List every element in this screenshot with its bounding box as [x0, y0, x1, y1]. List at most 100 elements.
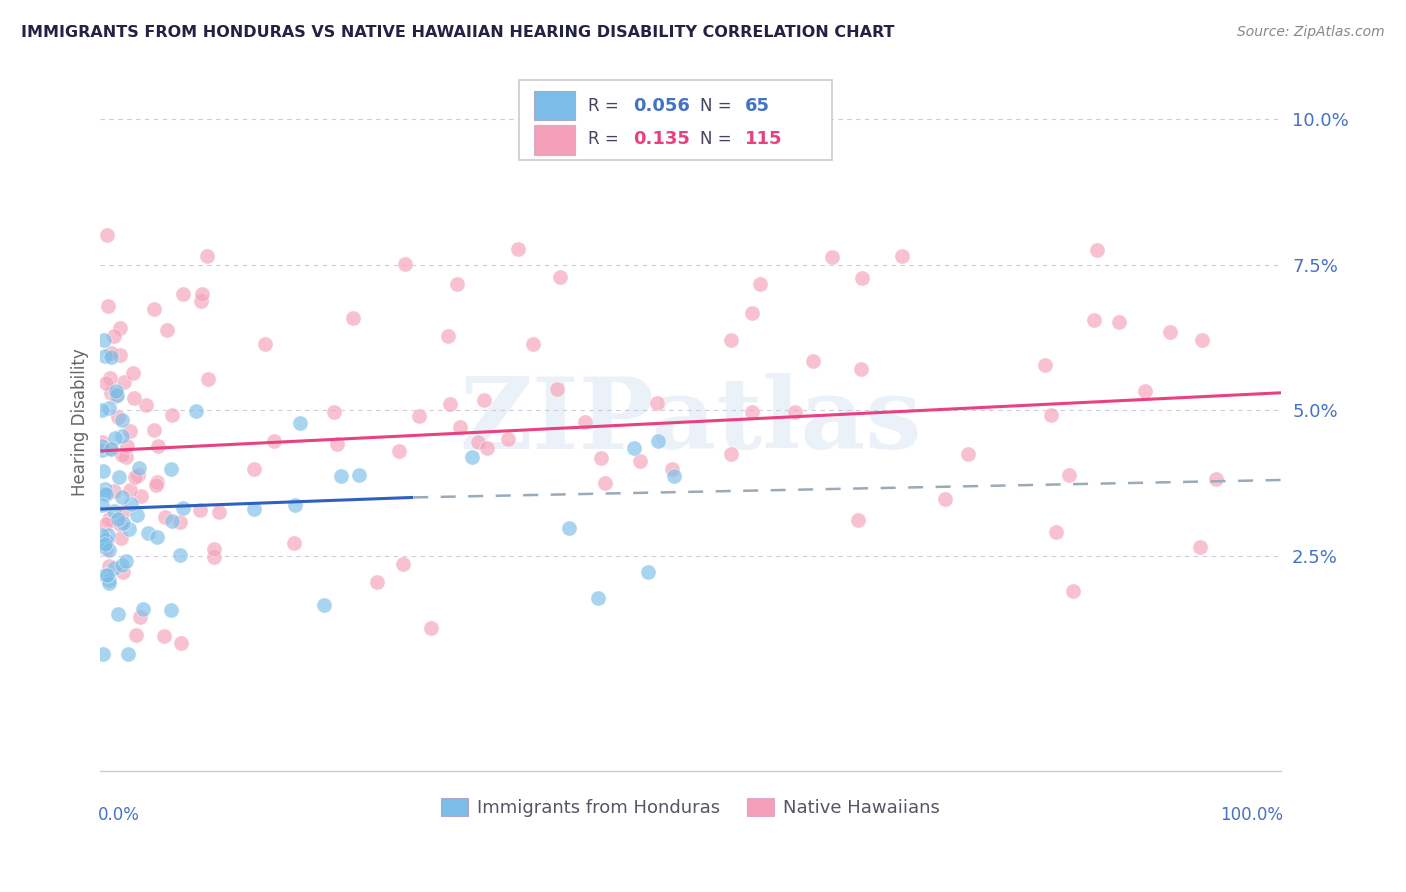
Point	[110, 348, 132, 362]
Point	[202, 550, 225, 565]
Point	[125, 508, 148, 522]
Point	[111, 516, 134, 530]
Point	[97, 527, 120, 541]
Text: 65: 65	[745, 97, 770, 115]
Point	[94, 376, 117, 390]
Text: R =: R =	[588, 130, 624, 148]
Point	[107, 512, 129, 526]
Point	[131, 602, 153, 616]
Point	[446, 277, 468, 292]
Point	[408, 409, 430, 424]
Point	[1057, 467, 1080, 482]
Point	[475, 441, 498, 455]
Point	[1039, 408, 1062, 422]
Point	[90, 498, 112, 512]
Point	[100, 386, 122, 401]
Point	[136, 525, 159, 540]
Point	[1191, 333, 1213, 347]
Point	[103, 328, 125, 343]
Text: IMMIGRANTS FROM HONDURAS VS NATIVE HAWAIIAN HEARING DISABILITY CORRELATION CHART: IMMIGRANTS FROM HONDURAS VS NATIVE HAWAI…	[21, 25, 894, 40]
Point	[242, 462, 264, 476]
Point	[467, 435, 489, 450]
Point	[135, 398, 157, 412]
Point	[107, 410, 129, 425]
Point	[741, 305, 763, 319]
Point	[146, 439, 169, 453]
Point	[128, 610, 150, 624]
Point	[90, 442, 112, 457]
Point	[419, 621, 441, 635]
Point	[366, 575, 388, 590]
Point	[1108, 315, 1130, 329]
Point	[392, 557, 415, 571]
Point	[170, 636, 193, 650]
Point	[107, 607, 129, 621]
Y-axis label: Hearing Disability: Hearing Disability	[72, 348, 89, 496]
Text: 0.135: 0.135	[633, 130, 690, 148]
Point	[97, 299, 120, 313]
Point	[1159, 325, 1181, 339]
Point	[288, 416, 311, 430]
Point	[94, 486, 117, 500]
Point	[169, 515, 191, 529]
Point	[114, 375, 136, 389]
Point	[145, 477, 167, 491]
Point	[112, 505, 135, 519]
Point	[100, 442, 122, 456]
Point	[120, 497, 142, 511]
Point	[143, 423, 166, 437]
Point	[623, 441, 645, 455]
Point	[127, 467, 149, 482]
Point	[934, 492, 956, 507]
Point	[103, 504, 125, 518]
Text: R =: R =	[588, 97, 624, 115]
Point	[125, 628, 148, 642]
Point	[103, 561, 125, 575]
Point	[1189, 540, 1212, 554]
Point	[97, 559, 120, 574]
Point	[188, 503, 211, 517]
Point	[342, 310, 364, 325]
Point	[557, 521, 579, 535]
Point	[645, 396, 668, 410]
Point	[720, 447, 742, 461]
Point	[1062, 584, 1084, 599]
Point	[243, 502, 266, 516]
Point	[111, 490, 134, 504]
Point	[283, 535, 305, 549]
FancyBboxPatch shape	[534, 125, 575, 154]
Point	[155, 323, 177, 337]
Point	[115, 450, 138, 464]
Point	[110, 532, 132, 546]
Point	[96, 227, 118, 242]
Point	[1087, 244, 1109, 258]
Point	[160, 515, 183, 529]
Point	[461, 450, 484, 465]
Point	[202, 542, 225, 557]
FancyBboxPatch shape	[534, 91, 575, 120]
Point	[105, 384, 128, 399]
Point	[848, 513, 870, 527]
Point	[347, 467, 370, 482]
Point	[96, 533, 118, 547]
Point	[128, 461, 150, 475]
Point	[589, 451, 612, 466]
Point	[94, 537, 117, 551]
Point	[191, 287, 214, 301]
Point	[100, 350, 122, 364]
Point	[388, 444, 411, 458]
FancyBboxPatch shape	[519, 80, 832, 161]
Point	[108, 470, 131, 484]
Point	[94, 482, 117, 496]
Point	[90, 440, 112, 454]
Text: N =: N =	[700, 130, 737, 148]
Point	[146, 530, 169, 544]
Point	[93, 539, 115, 553]
Text: ZIPatlas: ZIPatlas	[460, 374, 922, 470]
Point	[160, 408, 183, 422]
Point	[100, 345, 122, 359]
Point	[94, 533, 117, 547]
Point	[160, 603, 183, 617]
Point	[801, 354, 824, 368]
Text: Source: ZipAtlas.com: Source: ZipAtlas.com	[1237, 25, 1385, 39]
